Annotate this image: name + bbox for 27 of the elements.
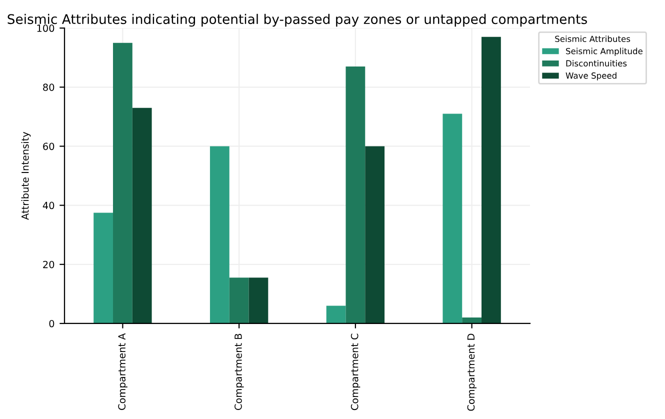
legend-label: Discontinuities bbox=[566, 60, 627, 66]
legend-title: Seismic Attributes bbox=[555, 36, 630, 42]
y-tick-label: 0 bbox=[49, 320, 54, 328]
x-tick-label: Compartment D bbox=[467, 334, 477, 411]
x-tick-label: Compartment B bbox=[234, 334, 244, 410]
bar bbox=[365, 146, 385, 324]
bar bbox=[248, 278, 268, 324]
bar bbox=[94, 212, 113, 324]
bar bbox=[462, 318, 482, 324]
legend-label: Seismic Amplitude bbox=[566, 48, 642, 56]
y-axis-title: Attribute Intensity bbox=[21, 132, 31, 220]
bar bbox=[442, 114, 462, 324]
bar bbox=[112, 42, 132, 324]
bar bbox=[326, 306, 346, 324]
y-tick-label: 20 bbox=[43, 260, 54, 268]
x-tick-label: Compartment A bbox=[118, 333, 128, 410]
legend-label: Wave Speed bbox=[566, 72, 616, 80]
y-tick-label: 100 bbox=[37, 24, 54, 32]
y-tick-label: 80 bbox=[43, 84, 54, 91]
x-tick-label: Compartment C bbox=[350, 334, 360, 410]
bar bbox=[346, 66, 366, 324]
bar bbox=[210, 146, 230, 324]
bar bbox=[482, 36, 501, 324]
bar bbox=[132, 108, 152, 324]
bar bbox=[229, 278, 249, 324]
y-tick-label: 40 bbox=[42, 202, 54, 210]
y-tick-label: 60 bbox=[43, 142, 54, 150]
